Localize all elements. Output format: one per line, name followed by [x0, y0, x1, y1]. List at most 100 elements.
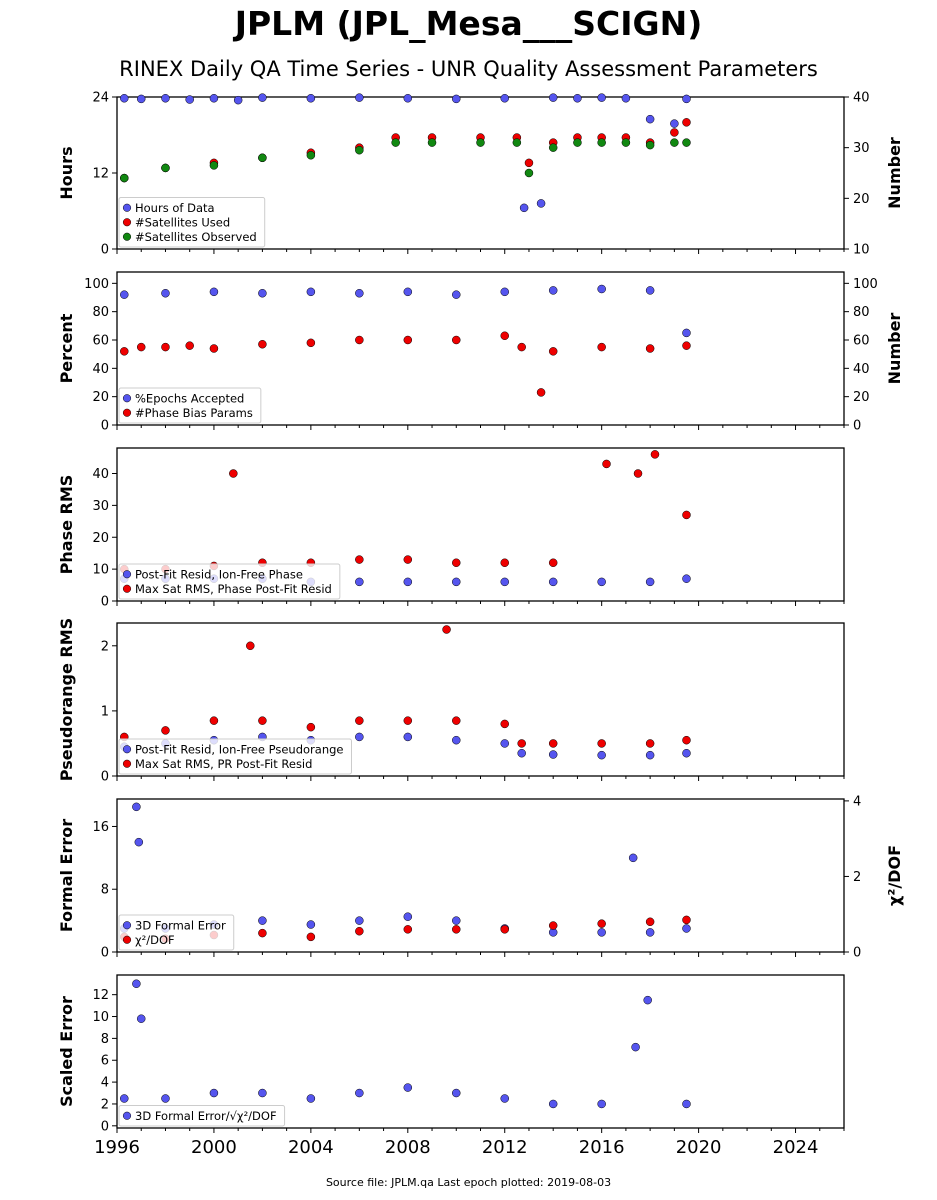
data-point: [136, 1014, 146, 1023]
panel-2: 0 20 40 60 80 100 Percent 0 20 40 60 80 100 Number %Ep…: [57, 271, 904, 434]
y2-tick-label: 2: [853, 870, 861, 885]
data-point: [548, 93, 558, 102]
data-point: [517, 342, 526, 352]
data-point: [597, 919, 606, 928]
data-point: [645, 114, 655, 124]
panel-3: 0 10 20 30 40 Phase RMS Post-Fit Resid, Ion-Fr…: [57, 447, 845, 610]
data-point: [452, 925, 461, 934]
data-point: [682, 735, 691, 745]
data-point: [403, 716, 413, 725]
data-point: [548, 558, 558, 567]
data-point: [650, 450, 660, 459]
y-tick-label: 20: [92, 390, 109, 405]
data-point: [132, 979, 141, 988]
data-point: [682, 328, 691, 338]
data-point: [185, 341, 194, 350]
legend-marker: [122, 570, 132, 579]
y-tick-label: 0: [101, 243, 109, 258]
data-point: [500, 558, 509, 567]
data-point: [682, 510, 691, 520]
data-point: [682, 1099, 691, 1109]
data-point: [403, 555, 413, 564]
data-point: [246, 641, 255, 651]
data-point: [403, 925, 413, 934]
data-point: [209, 716, 219, 725]
data-point: [209, 1088, 219, 1098]
data-point: [161, 342, 170, 352]
legend-marker: [122, 203, 132, 212]
y-tick-label: 40: [92, 467, 109, 482]
panel-4: 0 1 2 Pseudorange RMS Post-Fit Resid, Ion-Fr…: [57, 618, 845, 785]
y-axis-label: Hours: [57, 146, 76, 199]
data-point: [120, 173, 129, 183]
y-tick-label: 4: [101, 1076, 109, 1091]
data-point: [682, 118, 691, 127]
data-point: [682, 574, 691, 583]
data-point: [682, 915, 691, 925]
data-point: [645, 739, 655, 748]
data-point: [645, 286, 655, 295]
legend-label: #Phase Bias Params: [135, 406, 253, 420]
data-point: [136, 342, 146, 352]
data-point: [476, 138, 485, 147]
legend-box: [118, 387, 262, 424]
data-point: [548, 577, 558, 587]
data-point: [355, 732, 364, 742]
data-point: [500, 719, 509, 729]
data-point: [500, 331, 509, 340]
legend-marker: [122, 218, 132, 227]
data-point: [536, 199, 546, 208]
data-point: [120, 290, 129, 299]
data-point: [185, 95, 194, 104]
chart-title: JPLM (JPL_Mesa___SCIGN): [234, 4, 703, 43]
data-point: [452, 335, 461, 345]
panel-6: 0 2 4 6 8 10 12 Scaled Error 3D Formal Error/√χ²…: [57, 974, 845, 1134]
data-point: [682, 138, 691, 147]
data-point: [645, 140, 655, 150]
data-point: [355, 555, 364, 564]
data-point: [403, 577, 413, 587]
legend-label: %Epochs Accepted: [135, 391, 244, 405]
x-tick-label: 2012: [482, 1137, 528, 1158]
data-point: [645, 344, 655, 353]
data-point: [442, 625, 451, 634]
y-axis-label: Percent: [57, 313, 76, 383]
data-point: [573, 138, 582, 147]
legend-marker: [122, 745, 132, 754]
legend-label: Max Sat RMS, PR Post-Fit Resid: [135, 757, 312, 771]
legend-label: Hours of Data: [135, 201, 215, 215]
y2-tick-label: 60: [853, 334, 870, 349]
data-point: [355, 93, 364, 102]
y2-tick-label: 40: [853, 91, 870, 106]
data-point: [132, 802, 141, 812]
data-point: [452, 558, 461, 567]
source-footer: Source file: JPLM.qa Last epoch plotted:…: [325, 1176, 612, 1189]
y-tick-label: 8: [101, 883, 109, 898]
plot-frame: [116, 798, 845, 953]
series-1: [120, 284, 691, 338]
data-point: [120, 1094, 129, 1103]
data-point: [403, 94, 413, 103]
legend-label: χ²/DOF: [135, 933, 175, 947]
data-point: [161, 163, 170, 173]
x-tick-label: 2020: [676, 1137, 722, 1158]
data-point: [631, 1042, 640, 1052]
x-tick-label: 2024: [773, 1137, 819, 1158]
y-tick-label: 10: [92, 563, 109, 578]
data-point: [597, 93, 606, 102]
data-point: [682, 924, 691, 933]
legend-label: 3D Formal Error: [135, 918, 226, 932]
data-point: [355, 577, 364, 587]
y-axis-label: Scaled Error: [57, 996, 76, 1107]
data-point: [403, 912, 413, 921]
y-tick-label: 8: [101, 1032, 109, 1047]
legend-label: Post-Fit Resid, Ion-Free Pseudorange: [135, 742, 343, 756]
data-point: [120, 94, 129, 103]
legend-marker: [122, 394, 132, 403]
data-point: [306, 151, 316, 160]
data-point: [306, 287, 316, 297]
legend-marker: [122, 935, 132, 944]
data-point: [602, 459, 611, 469]
